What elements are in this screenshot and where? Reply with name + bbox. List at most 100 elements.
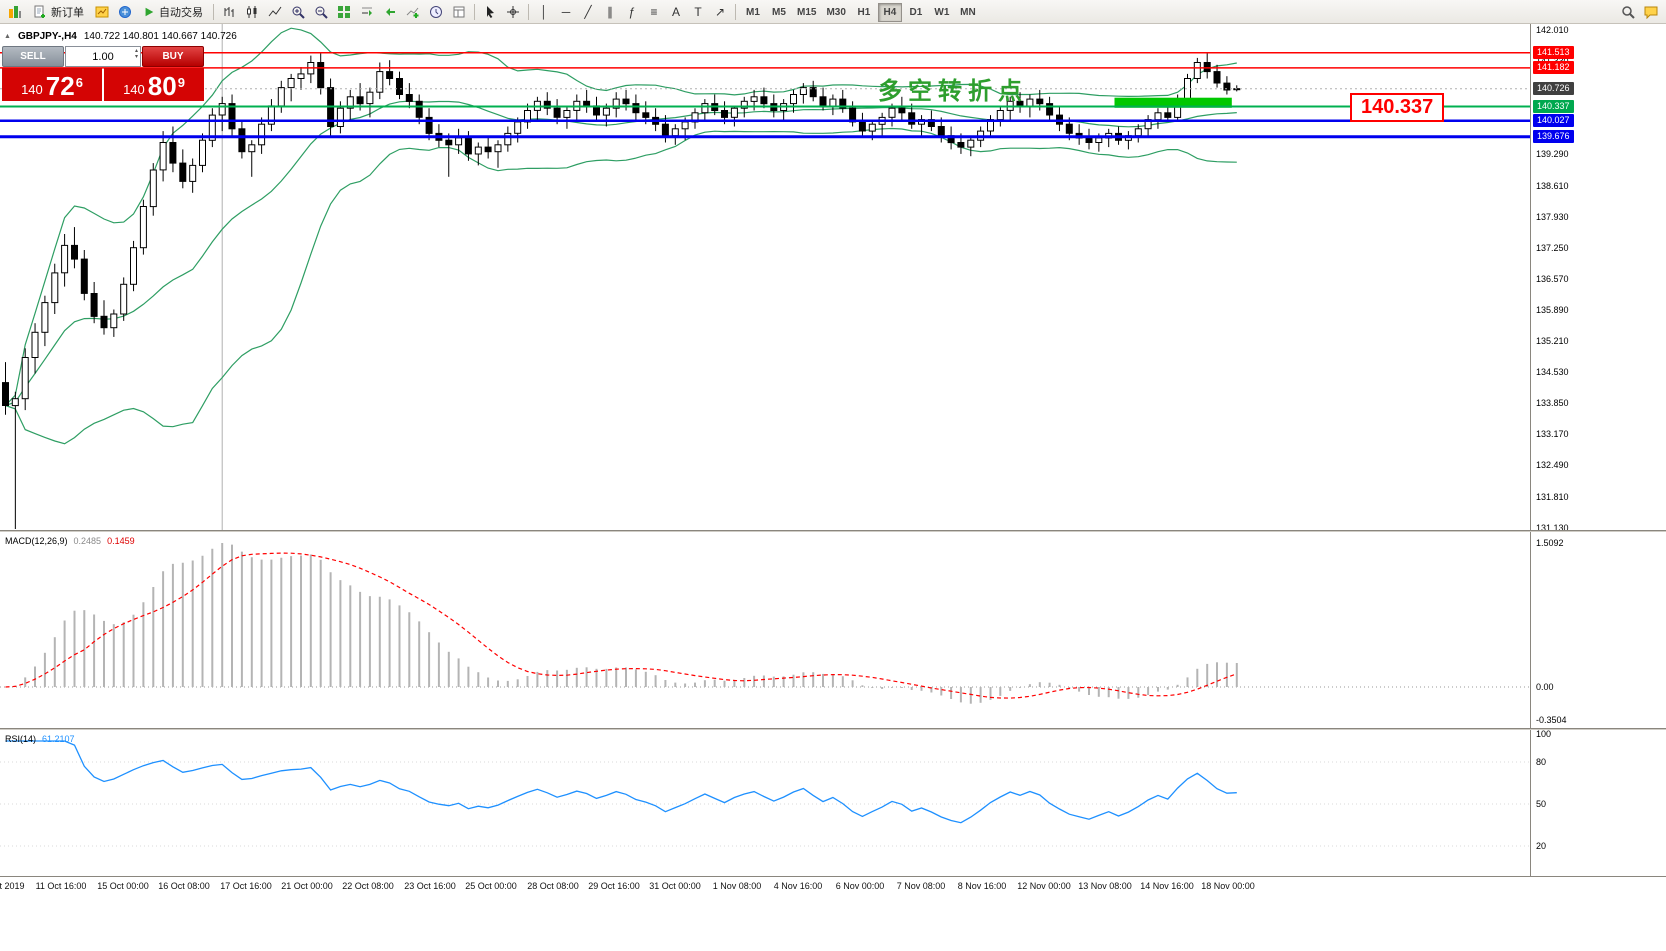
indicator-scale-tick: 100	[1536, 729, 1552, 739]
time-axis-label: 16 Oct 08:00	[158, 881, 210, 891]
rsi-canvas[interactable]	[0, 730, 1530, 876]
templates-button[interactable]	[448, 2, 470, 22]
indicators-button[interactable]	[402, 2, 424, 22]
buy-price-sup: 9	[177, 75, 185, 90]
text-label-icon[interactable]: T	[694, 4, 702, 19]
price-callout[interactable]: 140.337	[1350, 93, 1445, 122]
main-chart-area[interactable]: ▲ GBPJPY-,H4 140.722 140.801 140.667 140…	[0, 24, 1530, 530]
timeframe-w1[interactable]: W1	[934, 6, 950, 18]
price-scale[interactable]: 142.010141.330140.650139.970139.290138.6…	[1530, 24, 1666, 876]
indicator-scale-tick: 1.5092	[1536, 538, 1564, 548]
crosshair-button[interactable]	[502, 2, 524, 22]
tile-windows-button[interactable]	[333, 2, 355, 22]
chart-shift-icon	[362, 7, 372, 16]
timeframe-m5[interactable]: M5	[772, 6, 786, 18]
timeframe-toolbar: M1 M5 M15 M30 H1 H4 D1 W1 MN	[740, 2, 981, 22]
line-chart-button[interactable]	[264, 2, 286, 22]
zoom-out-button[interactable]	[310, 2, 332, 22]
line-chart-icon	[268, 6, 282, 16]
bar-chart-button[interactable]	[218, 2, 240, 22]
profiles-button[interactable]	[114, 2, 136, 22]
macd-value-signal: 0.1459	[107, 536, 135, 546]
buy-price[interactable]: 140 80 9	[104, 68, 204, 101]
time-axis-label: 12 Nov 00:00	[1017, 881, 1071, 891]
toolbar-separator	[735, 3, 736, 20]
toolbar-separator	[213, 3, 214, 20]
timeframe-mn[interactable]: MN	[960, 6, 976, 18]
play-icon	[145, 7, 154, 16]
spin-down-icon[interactable]: ▾	[134, 54, 138, 60]
price-tick: 131.130	[1536, 523, 1569, 533]
timeframe-m1[interactable]: M1	[746, 6, 760, 18]
zoom-in-button[interactable]	[287, 2, 309, 22]
equidistant-channel-icon[interactable]: ∥	[607, 4, 613, 19]
main-toolbar: 新订单 自动交易	[0, 0, 1666, 24]
time-axis[interactable]: 10 Oct 2019 11 Oct 16:00 15 Oct 00:00 16 Oc…	[0, 876, 1666, 896]
text-icon[interactable]: A	[671, 4, 680, 19]
periods-button[interactable]	[425, 2, 447, 22]
macd-label-row: MACD(12,26,9) 0.2485 0.1459	[5, 536, 135, 546]
toolbar-separator	[528, 3, 529, 20]
buy-price-big: 80	[147, 71, 177, 101]
indicator-scale-tick: 0.00	[1536, 682, 1554, 692]
price-badge: 141.182	[1533, 61, 1574, 74]
time-axis-label: 10 Oct 2019	[0, 881, 25, 891]
price-badge: 141.513	[1533, 46, 1574, 59]
timeframe-d1[interactable]: D1	[909, 6, 923, 18]
volume-input[interactable]: 1.00 ▴ ▾	[65, 46, 141, 67]
collapse-arrow-icon[interactable]: ▲	[4, 33, 11, 40]
timeframe-h1[interactable]: H1	[857, 6, 871, 18]
profiles-icon	[119, 5, 131, 18]
chart-shift-button[interactable]	[356, 2, 378, 22]
timeframe-m15[interactable]: M15	[797, 6, 817, 18]
new-order-button[interactable]: 新订单	[27, 2, 90, 22]
sell-price-big: 72	[45, 71, 75, 101]
chart-ohlc: 140.722 140.801 140.667 140.726	[83, 31, 237, 42]
panel-separator[interactable]	[0, 728, 1666, 730]
time-axis-label: 14 Nov 16:00	[1140, 881, 1194, 891]
autotrading-button[interactable]: 自动交易	[137, 2, 209, 22]
chat-button[interactable]	[1640, 2, 1662, 22]
chart-annotation-text[interactable]: 多空转折点	[878, 78, 1028, 105]
buy-button[interactable]: BUY	[142, 46, 204, 67]
time-axis-label: 7 Nov 08:00	[896, 881, 946, 891]
sell-button[interactable]: SELL	[2, 46, 64, 67]
time-axis-label: 4 Nov 16:00	[773, 881, 823, 891]
spin-up-icon[interactable]: ▴	[134, 48, 138, 54]
price-tick: 135.210	[1536, 336, 1569, 346]
rsi-panel[interactable]: RSI(14) 61.2107	[0, 730, 1530, 876]
fibonacci-icon[interactable]: ƒ	[628, 4, 636, 19]
macd-panel[interactable]: MACD(12,26,9) 0.2485 0.1459	[0, 532, 1530, 728]
candlestick-chart-button[interactable]	[241, 2, 263, 22]
main-chart-canvas[interactable]	[0, 24, 1530, 530]
horizontal-line-icon[interactable]: ─	[561, 4, 571, 19]
cursor-button[interactable]	[479, 2, 501, 22]
price-tick: 135.890	[1536, 305, 1569, 315]
search-button[interactable]	[1617, 2, 1639, 22]
time-axis-label: 21 Oct 00:00	[281, 881, 333, 891]
trendline-icon[interactable]: ╱	[584, 4, 592, 19]
price-badge: 140.726	[1533, 82, 1574, 95]
autotrading-label: 自动交易	[159, 6, 203, 19]
macd-canvas[interactable]	[0, 532, 1530, 728]
sell-price[interactable]: 140 72 6	[2, 68, 102, 101]
price-tick: 133.850	[1536, 398, 1569, 408]
volume-spinner[interactable]: ▴ ▾	[135, 48, 138, 60]
timeframe-h4[interactable]: H4	[877, 2, 902, 22]
andrews-pitchfork-icon[interactable]: ≡	[650, 4, 658, 19]
macd-value-main: 0.2485	[73, 536, 102, 546]
time-axis-label: 22 Oct 08:00	[342, 881, 394, 891]
price-tick: 142.010	[1536, 25, 1569, 35]
rsi-label-row: RSI(14) 61.2107	[5, 734, 75, 744]
timeframe-m30[interactable]: M30	[826, 6, 846, 18]
auto-scroll-icon	[386, 7, 395, 16]
panel-separator[interactable]	[0, 530, 1666, 532]
time-axis-label: 23 Oct 16:00	[404, 881, 456, 891]
price-badge: 140.027	[1533, 114, 1574, 127]
arrow-tools-icon[interactable]: ↗	[714, 4, 726, 19]
crosshair-icon	[507, 5, 519, 18]
candlestick-chart-icon	[247, 5, 257, 18]
auto-scroll-button[interactable]	[379, 2, 401, 22]
chart-window-button[interactable]	[91, 2, 113, 22]
vertical-line-icon[interactable]: │	[540, 4, 548, 19]
